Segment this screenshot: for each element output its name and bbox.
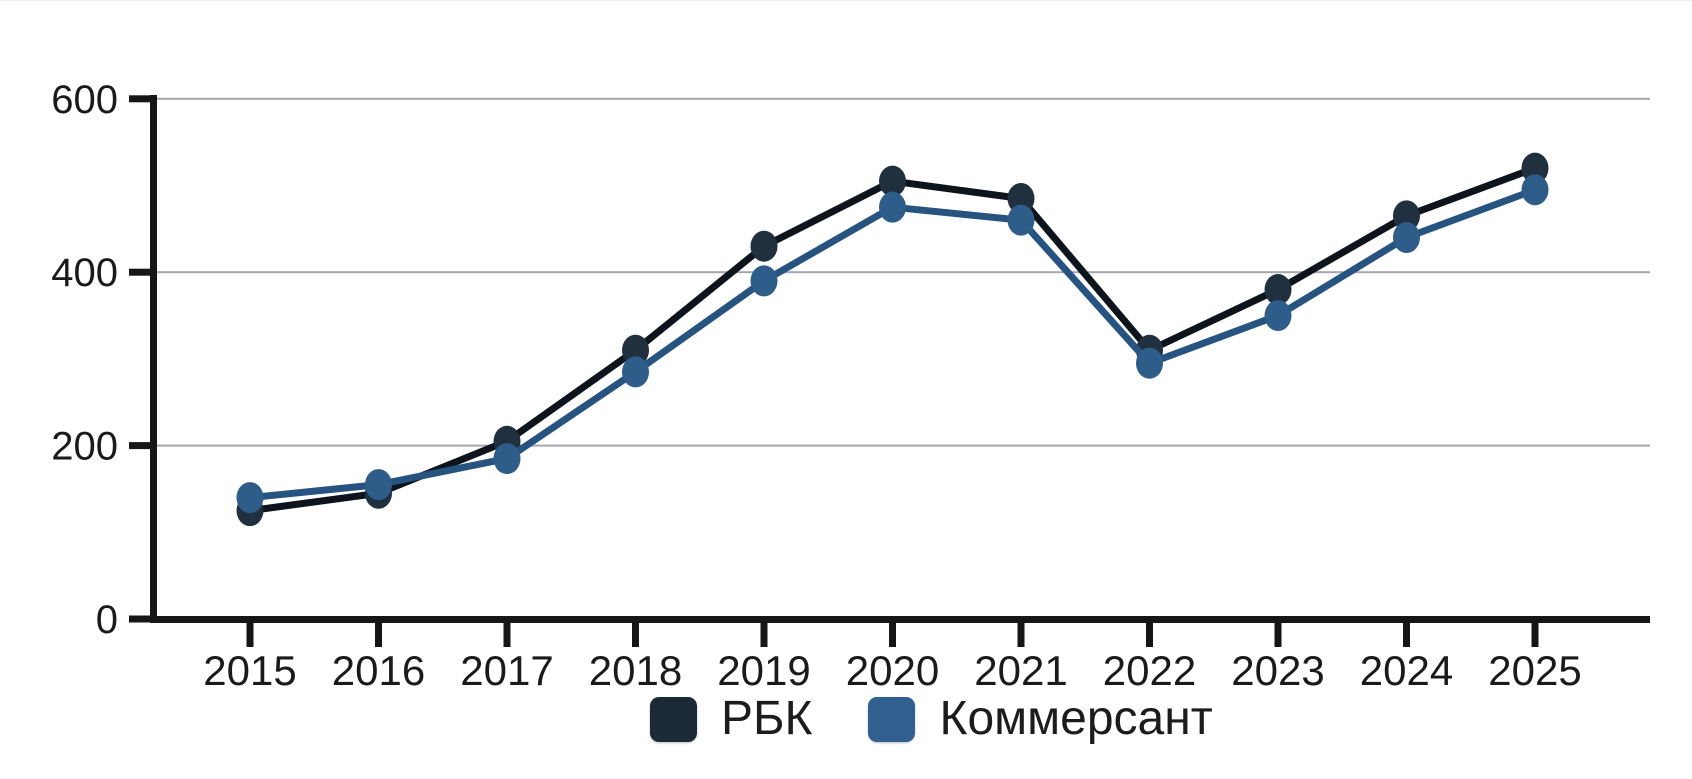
legend-item-rbk: РБК	[650, 695, 812, 743]
data-point-kommersant-2017	[493, 443, 521, 475]
x-tick-label: 2024	[1360, 647, 1453, 694]
data-point-rbk-2024	[1393, 200, 1420, 232]
data-point-kommersant-2025	[1521, 174, 1549, 206]
legend-swatch-kommersant-icon	[868, 696, 916, 742]
x-tick-label: 2021	[974, 647, 1067, 694]
data-point-kommersant-2018	[622, 356, 649, 388]
data-point-kommersant-2021	[1007, 204, 1035, 236]
series-line-kommersant	[246, 186, 1539, 502]
legend-label-kommersant: Коммерсант	[939, 692, 1213, 745]
y-tick-label: 400	[51, 251, 118, 295]
x-tick	[1403, 623, 1410, 647]
data-point-kommersant-2022	[1136, 347, 1163, 379]
x-tick-label: 2015	[203, 647, 296, 694]
x-tick-label: 2023	[1231, 647, 1324, 694]
y-tick	[129, 442, 157, 450]
legend-label-rbk: РБК	[721, 692, 813, 745]
data-point-rbk-2018	[622, 334, 649, 366]
x-tick-label: 2016	[332, 647, 425, 694]
x-tick	[375, 623, 382, 647]
x-tick-label: 2025	[1488, 647, 1581, 694]
data-point-kommersant-2020	[879, 191, 906, 223]
y-tick	[129, 615, 157, 623]
x-tick	[1017, 623, 1025, 647]
x-tick	[1274, 623, 1282, 647]
x-tick-label: 2022	[1103, 647, 1196, 694]
x-tick	[889, 623, 896, 647]
x-tick-label: 2018	[589, 647, 682, 694]
chart-legend: РБК Коммерсант	[650, 695, 1213, 743]
x-tick	[246, 623, 254, 647]
legend-swatch-rbk-icon	[650, 696, 697, 742]
data-point-rbk-2021	[1007, 183, 1035, 215]
data-point-kommersant-2016	[365, 469, 392, 501]
data-point-rbk-2020	[879, 165, 906, 197]
x-tick-label: 2017	[460, 647, 553, 694]
y-gridline	[157, 444, 1650, 447]
y-tick	[129, 95, 157, 103]
x-tick	[1531, 623, 1539, 647]
x-tick-label: 2019	[717, 647, 810, 694]
y-gridline	[157, 97, 1650, 100]
data-point-kommersant-2023	[1264, 300, 1292, 332]
x-tick-label: 2020	[846, 647, 939, 694]
data-point-rbk-2025	[1521, 152, 1549, 184]
y-axis-line	[150, 95, 157, 623]
y-tick	[129, 268, 157, 276]
x-tick	[503, 623, 511, 647]
x-tick	[760, 623, 768, 647]
data-point-kommersant-2015	[236, 482, 264, 514]
data-point-rbk-2023	[1264, 274, 1292, 306]
y-tick-label: 200	[51, 425, 118, 469]
data-point-kommersant-2019	[750, 265, 778, 297]
x-tick	[632, 623, 639, 647]
y-gridline	[157, 271, 1650, 274]
data-point-rbk-2019	[750, 230, 778, 262]
y-tick-label: 0	[96, 598, 118, 642]
x-tick	[1146, 623, 1153, 647]
legend-item-kommersant: Коммерсант	[868, 692, 1213, 745]
x-axis-line	[150, 616, 1650, 623]
data-point-kommersant-2024	[1393, 222, 1420, 254]
y-tick-label: 600	[51, 78, 118, 122]
